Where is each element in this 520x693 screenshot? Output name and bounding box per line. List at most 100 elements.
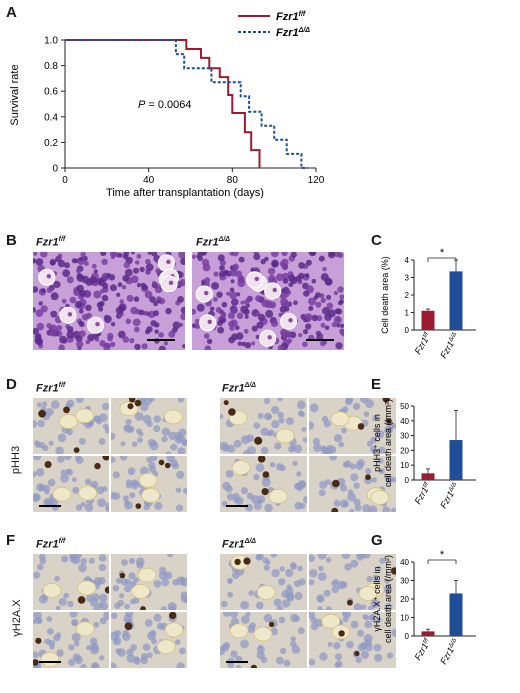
counterstained-nucleus xyxy=(263,564,270,571)
positive-stain-nucleus xyxy=(33,659,39,666)
counterstained-nucleus xyxy=(86,645,92,651)
counterstained-nucleus xyxy=(384,425,393,435)
cell-nucleus xyxy=(240,305,248,314)
cell-nucleus xyxy=(282,278,289,284)
counterstained-nucleus xyxy=(357,643,366,652)
cell-nucleus xyxy=(145,258,151,265)
counterstained-nucleus xyxy=(93,621,100,628)
counterstained-nucleus xyxy=(170,443,178,451)
cell-nucleus xyxy=(93,290,102,299)
cell-nucleus xyxy=(141,343,148,350)
cell-nucleus xyxy=(320,297,326,304)
counterstained-nucleus xyxy=(255,463,265,472)
cell-nucleus xyxy=(231,298,239,306)
counterstained-nucleus xyxy=(368,605,374,610)
counterstained-nucleus xyxy=(75,398,84,403)
positive-stain-nucleus xyxy=(102,456,109,461)
ihc-texture xyxy=(309,612,396,668)
counterstained-nucleus xyxy=(318,572,327,581)
marker-label-gh2ax: γH2A.X xyxy=(11,599,23,637)
cell-nucleus xyxy=(134,326,140,333)
cell-nucleus xyxy=(124,268,133,277)
counterstained-nucleus xyxy=(134,412,144,421)
bar-y-label-line2: cell death area (/mm²) xyxy=(383,399,393,487)
positive-stain-nucleus xyxy=(104,586,109,594)
counterstained-nucleus xyxy=(302,437,307,443)
cell-nucleus xyxy=(231,307,238,314)
cell-nucleus xyxy=(339,294,344,300)
cell-nucleus xyxy=(109,284,117,292)
cell-nucleus xyxy=(149,296,156,303)
ihc-tile xyxy=(111,554,187,610)
counterstained-nucleus xyxy=(225,470,234,478)
counterstained-nucleus xyxy=(80,558,87,565)
cell-nucleus xyxy=(66,330,75,339)
counterstained-nucleus xyxy=(266,431,272,437)
counterstained-nucleus xyxy=(222,481,231,491)
counterstained-nucleus xyxy=(378,468,385,475)
counterstained-nucleus xyxy=(277,411,284,419)
apoptotic-fragment xyxy=(267,335,272,340)
cell-nucleus xyxy=(311,314,319,322)
cell-nucleus xyxy=(217,326,225,334)
counterstained-nucleus xyxy=(235,664,242,668)
cell-nucleus xyxy=(122,274,130,282)
bar-ff xyxy=(421,631,435,636)
apoptotic-body xyxy=(199,314,217,332)
counterstained-nucleus xyxy=(333,434,343,443)
cell-nucleus xyxy=(144,290,153,299)
cell-nucleus xyxy=(76,268,82,274)
cell-nucleus xyxy=(109,252,116,258)
counterstained-nucleus xyxy=(71,632,81,642)
counterstained-nucleus xyxy=(75,456,84,464)
apoptotic-body xyxy=(279,312,298,330)
counterstained-nucleus xyxy=(378,446,386,454)
counterstained-nucleus xyxy=(93,577,102,585)
counterstained-nucleus xyxy=(57,456,65,463)
cell-nucleus xyxy=(35,258,44,266)
cell-nucleus xyxy=(271,261,279,268)
cell-nucleus xyxy=(139,266,145,273)
counterstained-nucleus xyxy=(227,591,234,598)
counterstained-nucleus xyxy=(53,634,61,642)
counterstained-nucleus xyxy=(246,434,255,442)
cell-nucleus xyxy=(78,308,84,314)
legend-label-ff: Fzr1f/f xyxy=(276,11,306,23)
counterstained-nucleus xyxy=(342,616,349,623)
counterstained-nucleus xyxy=(90,662,100,668)
counterstained-nucleus xyxy=(226,493,235,501)
counterstained-nucleus xyxy=(280,647,287,655)
counterstained-nucleus xyxy=(366,576,373,583)
positive-stain-nucleus xyxy=(77,596,86,604)
counterstained-nucleus xyxy=(130,644,137,651)
cell-nucleus xyxy=(123,261,130,269)
apoptotic-fragment xyxy=(254,276,259,282)
survival-x-tick-label: 0 xyxy=(62,175,68,186)
counterstained-nucleus xyxy=(303,496,307,504)
counterstained-nucleus xyxy=(124,585,132,593)
ihc-texture xyxy=(309,456,396,512)
p-value-annotation: P = 0.0064 xyxy=(138,99,192,111)
counterstained-nucleus xyxy=(372,449,379,454)
survival-x-tick-label: 120 xyxy=(308,175,325,186)
counterstained-nucleus xyxy=(129,492,136,499)
counterstained-nucleus xyxy=(297,565,303,572)
cell-nucleus xyxy=(243,299,250,305)
cell-death-area xyxy=(231,460,251,476)
counterstained-nucleus xyxy=(42,444,49,452)
ihc-texture xyxy=(111,554,187,610)
counterstained-nucleus xyxy=(344,563,352,571)
positive-stain-nucleus xyxy=(129,398,136,403)
counterstained-nucleus xyxy=(240,639,249,649)
cell-nucleus xyxy=(133,267,139,274)
counterstained-nucleus xyxy=(230,650,238,658)
counterstained-nucleus xyxy=(140,402,149,412)
ihc-tile xyxy=(309,612,396,668)
counterstained-nucleus xyxy=(309,421,315,430)
counterstained-nucleus xyxy=(179,647,186,655)
ihc-tile xyxy=(309,554,396,610)
cell-nucleus xyxy=(46,322,52,329)
ihc-texture xyxy=(309,554,396,610)
counterstained-nucleus xyxy=(360,398,369,404)
